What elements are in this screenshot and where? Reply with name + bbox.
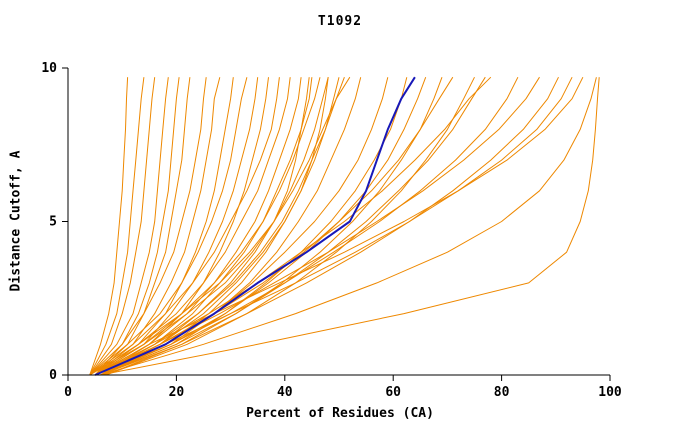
curve-model-10 bbox=[89, 77, 248, 376]
curve-model-27 bbox=[94, 76, 454, 376]
curve-model-34 bbox=[100, 76, 573, 376]
curve-model-29 bbox=[100, 76, 486, 376]
curve-model-05 bbox=[94, 77, 180, 376]
curve-model-39 bbox=[100, 77, 329, 376]
curve-model-12 bbox=[100, 77, 269, 376]
x-axis-label: Percent of Residues (CA) bbox=[246, 406, 434, 421]
x-tick-label: 40 bbox=[277, 385, 293, 400]
curve-model-14 bbox=[94, 77, 291, 376]
curve-best-model bbox=[94, 76, 416, 376]
x-tick-label: 100 bbox=[598, 385, 622, 400]
curve-model-30 bbox=[94, 76, 492, 376]
curve-model-13 bbox=[89, 77, 280, 376]
curve-model-15 bbox=[94, 77, 302, 376]
curve-model-31 bbox=[100, 76, 519, 376]
curve-model-08 bbox=[94, 77, 221, 376]
curve-model-04 bbox=[89, 77, 169, 376]
curve-model-11 bbox=[94, 77, 259, 376]
curve-model-26 bbox=[100, 77, 443, 376]
curve-model-02 bbox=[89, 77, 145, 376]
curve-model-09 bbox=[94, 77, 234, 376]
curve-model-17 bbox=[89, 77, 321, 376]
chart-title: T1092 bbox=[317, 14, 363, 29]
y-tick-label: 10 bbox=[41, 61, 57, 76]
y-tick-label: 0 bbox=[49, 368, 57, 383]
curve-model-03 bbox=[89, 77, 156, 376]
curve-model-20 bbox=[94, 77, 345, 376]
curve-model-01 bbox=[89, 77, 129, 376]
x-tick-label: 0 bbox=[64, 385, 72, 400]
x-tick-label: 20 bbox=[169, 385, 185, 400]
x-tick-label: 60 bbox=[385, 385, 401, 400]
curve-model-37 bbox=[100, 77, 600, 376]
x-tick-label: 80 bbox=[494, 385, 510, 400]
curve-model-38 bbox=[94, 77, 310, 376]
curve-model-35 bbox=[94, 76, 584, 376]
y-tick-label: 5 bbox=[49, 215, 57, 230]
curve-model-36 bbox=[100, 77, 597, 376]
y-axis-label: Distance Cutoff, A bbox=[8, 150, 24, 292]
curve-model-06 bbox=[94, 77, 191, 376]
curve-model-07 bbox=[89, 77, 207, 376]
